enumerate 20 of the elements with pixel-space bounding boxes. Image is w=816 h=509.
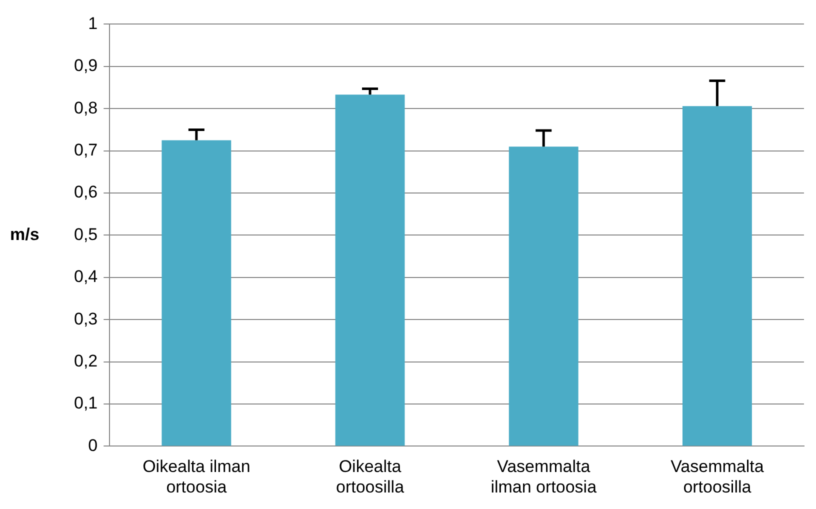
y-tick-label: 0,9 xyxy=(74,56,98,76)
x-tick-label: Vasemmalta ortoosilla xyxy=(670,457,764,496)
y-tick-label: 1 xyxy=(88,14,98,33)
y-tick-label: 0,1 xyxy=(74,394,98,413)
y-tick-label: 0 xyxy=(88,436,98,455)
y-axis-title: m/s xyxy=(10,224,40,244)
x-tick-label: Vasemmalta ilman ortoosia xyxy=(490,457,598,496)
y-tick-label: 0,6 xyxy=(74,182,98,202)
y-tick-label: 0,4 xyxy=(74,267,98,286)
bar xyxy=(162,140,232,446)
bar xyxy=(508,146,578,446)
y-tick-label: 0,2 xyxy=(74,351,98,370)
bar xyxy=(682,106,752,446)
x-tick-label: Oikealta ortoosilla xyxy=(336,457,405,496)
y-tick-label: 0,7 xyxy=(74,140,98,160)
x-tick-label: Oikealta ilman ortoosia xyxy=(142,457,250,496)
y-tick-label: 0,8 xyxy=(74,98,98,118)
y-tick-label: 0,5 xyxy=(74,224,98,244)
bar xyxy=(335,94,405,446)
y-tick-label: 0,3 xyxy=(74,309,98,328)
